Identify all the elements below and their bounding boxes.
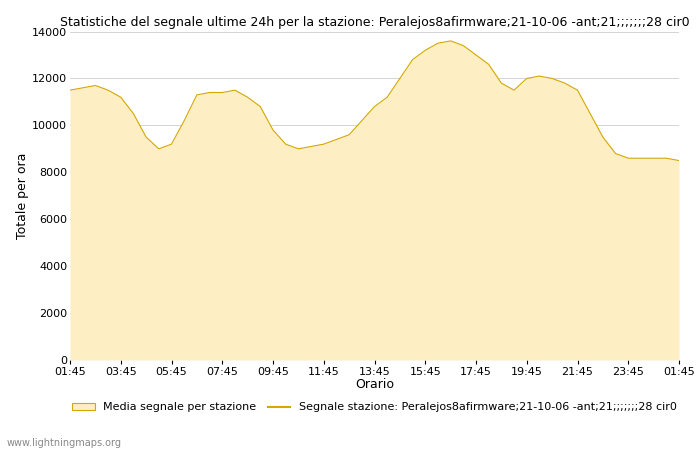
X-axis label: Orario: Orario bbox=[355, 378, 394, 392]
Text: www.lightningmaps.org: www.lightningmaps.org bbox=[7, 438, 122, 448]
Legend: Media segnale per stazione, Segnale stazione: Peralejos8afirmware;21-10-06 -ant;: Media segnale per stazione, Segnale staz… bbox=[68, 398, 681, 417]
Title: Statistiche del segnale ultime 24h per la stazione: Peralejos8afirmware;21-10-06: Statistiche del segnale ultime 24h per l… bbox=[60, 16, 690, 29]
Y-axis label: Totale per ora: Totale per ora bbox=[16, 153, 29, 239]
